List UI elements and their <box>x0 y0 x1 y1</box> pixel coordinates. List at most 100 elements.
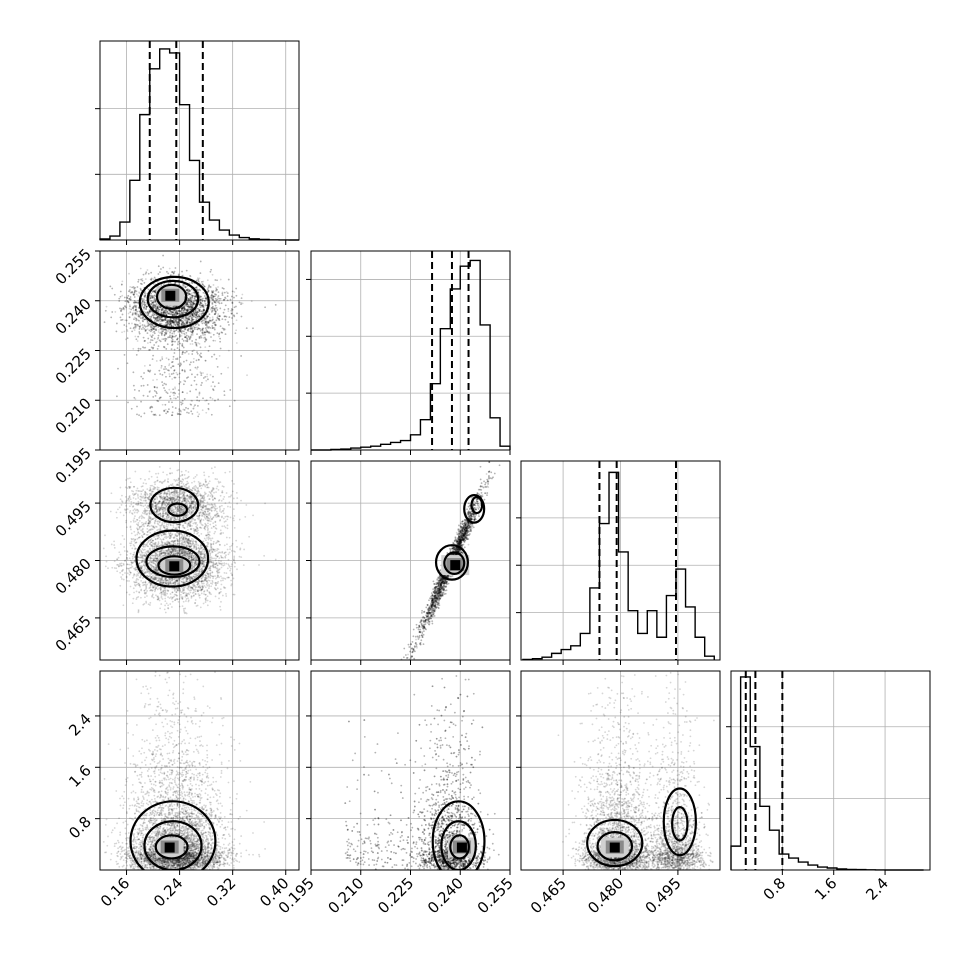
scatter-point <box>164 366 167 368</box>
scatter-point <box>202 304 205 307</box>
scatter-point <box>183 316 185 319</box>
scatter-point <box>162 319 165 321</box>
scatter-point <box>132 384 135 387</box>
scatter-point <box>153 386 156 388</box>
scatter-point <box>194 295 197 298</box>
scatter-point <box>217 291 220 294</box>
scatter-point <box>178 372 181 375</box>
scatter-point <box>202 321 205 324</box>
scatter-point <box>136 310 139 313</box>
scatter-point <box>128 316 131 319</box>
scatter-point <box>151 324 154 326</box>
scatter-point <box>223 299 226 301</box>
scatter-point <box>191 353 194 355</box>
scatter-point <box>167 330 170 332</box>
scatter-point <box>147 342 149 344</box>
scatter-point <box>181 321 184 324</box>
scatter-point <box>177 321 180 323</box>
scatter-point <box>200 372 203 375</box>
scatter-point <box>183 308 186 311</box>
scatter-point <box>154 291 157 294</box>
scatter-point <box>203 331 206 334</box>
scatter-point <box>230 308 233 310</box>
scatter-point <box>170 391 172 394</box>
scatter-point <box>166 410 169 413</box>
scatter-point <box>207 322 210 324</box>
scatter-point <box>171 343 174 346</box>
scatter-point <box>182 408 185 411</box>
scatter-point <box>130 407 133 410</box>
scatter-point <box>175 358 177 360</box>
scatter-point <box>198 324 200 327</box>
scatter-point <box>184 333 186 336</box>
scatter-point <box>212 326 215 329</box>
scatter-point <box>185 337 188 340</box>
scatter-point <box>152 304 155 307</box>
scatter-point <box>191 343 194 345</box>
scatter-point <box>208 285 210 288</box>
scatter-point <box>194 286 197 289</box>
scatter-point <box>127 401 129 404</box>
scatter-point <box>131 330 134 333</box>
scatter-point <box>117 367 119 370</box>
scatter-point <box>140 303 143 306</box>
histogram-step <box>311 259 511 451</box>
scatter-point <box>198 392 201 395</box>
scatter-point <box>172 305 175 308</box>
scatter-point <box>189 369 192 371</box>
scatter-point <box>170 348 173 351</box>
scatter-point <box>133 318 135 321</box>
scatter-point <box>135 304 138 307</box>
scatter-point <box>163 371 166 374</box>
scatter-point <box>192 329 195 332</box>
scatter-point <box>198 399 201 402</box>
scatter-point <box>230 295 233 298</box>
scatter-point <box>134 398 137 400</box>
scatter-point <box>155 327 158 330</box>
scatter-point <box>202 377 205 379</box>
scatter-point <box>178 318 181 321</box>
scatter-point <box>150 271 153 274</box>
scatter-point <box>199 328 202 330</box>
scatter-point <box>176 413 179 416</box>
scatter-point <box>209 300 212 303</box>
scatter-point <box>179 409 182 412</box>
scatter-point <box>104 309 107 312</box>
scatter-point <box>212 295 214 297</box>
scatter-point <box>213 308 216 310</box>
scatter-point <box>191 330 194 333</box>
scatter-point <box>135 290 138 293</box>
scatter-point <box>162 311 165 314</box>
scatter-point <box>169 331 171 334</box>
scatter-point <box>185 321 188 324</box>
scatter-point <box>143 304 146 307</box>
scatter-point <box>204 338 207 340</box>
scatter-point <box>148 390 151 393</box>
scatter-point <box>193 315 196 318</box>
scatter-point <box>182 318 185 321</box>
scatter-point <box>175 371 178 374</box>
scatter-point <box>164 321 167 324</box>
scatter-point <box>133 301 136 304</box>
scatter-point <box>181 321 184 324</box>
scatter-point <box>120 319 123 321</box>
scatter-point <box>172 310 175 312</box>
scatter-point <box>205 322 208 325</box>
scatter-point <box>180 313 182 316</box>
scatter-point <box>198 335 201 338</box>
scatter-point <box>197 307 200 310</box>
scatter-point <box>150 322 152 325</box>
scatter-point <box>195 383 198 386</box>
scatter-point <box>154 394 157 397</box>
scatter-point <box>162 345 165 348</box>
scatter-point <box>199 346 202 349</box>
scatter-point <box>161 308 164 311</box>
scatter-point <box>146 305 148 308</box>
scatter-point <box>208 313 211 316</box>
scatter-point <box>179 381 182 383</box>
scatter-point <box>202 280 205 283</box>
scatter-point <box>174 397 177 400</box>
scatter-point <box>218 332 221 335</box>
scatter-point <box>152 346 155 349</box>
scatter-point <box>184 336 186 338</box>
